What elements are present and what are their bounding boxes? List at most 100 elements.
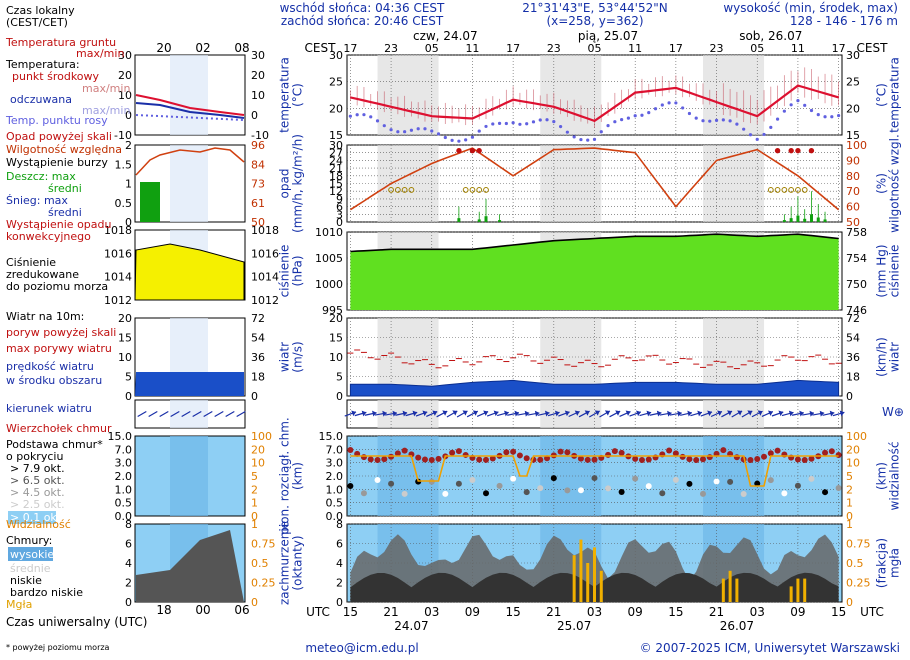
sunrise-text: wschód słońca: 04:36 CEST	[280, 1, 445, 15]
dew-point-dot	[552, 120, 556, 124]
temp-left-tick-1: 20	[329, 102, 343, 115]
cloud-top-dot	[828, 448, 835, 455]
cloud-top-dot	[347, 447, 354, 453]
cloud-base-dot	[713, 478, 720, 485]
wind-arrow	[507, 410, 520, 417]
dew-point-dot	[796, 99, 800, 103]
top-hour-4: 17	[506, 42, 520, 55]
press-right-tick-3: 758	[846, 226, 867, 239]
wind-arrow	[599, 410, 611, 418]
night-shade-cb-2	[702, 436, 765, 516]
precip-right-tick-2: 70	[846, 185, 860, 198]
temp-left-tick-2: 25	[329, 76, 343, 89]
cloud-base-dot	[455, 480, 462, 487]
dew-point-dot	[694, 116, 698, 120]
cloud-top-dot	[605, 451, 612, 458]
legend-wind-area	[135, 372, 244, 396]
night-shade-cb-1	[540, 436, 602, 516]
dew-point-dot	[450, 138, 454, 142]
legend-tick-cb-2: 1.0	[115, 483, 133, 496]
cloud-top-dot	[679, 453, 686, 460]
legend-text-19: do poziomu morza	[6, 280, 108, 293]
cloud-top-dot	[367, 456, 374, 463]
wind-arrow	[405, 410, 418, 417]
legend-text-30: > 6.5 okt.	[10, 474, 65, 487]
wind-arrow-head	[483, 410, 489, 416]
top-hour-6: 05	[588, 42, 602, 55]
wind-right-tick-0: 0	[846, 390, 853, 403]
cloud-base-dot	[360, 490, 367, 497]
legend-tick-wind-1: 5	[125, 371, 132, 384]
legend-okt5: > 0.1 okt.	[10, 511, 65, 524]
legend-tick-wind-2: 10	[118, 351, 132, 364]
wind-arrow-head	[707, 410, 713, 417]
legend-text-35: wysokie	[10, 548, 54, 561]
wind-arrow	[659, 410, 672, 417]
cc-left-tick-4: 8	[336, 518, 343, 531]
fog-bar-9	[796, 578, 800, 602]
storm-mark-12	[795, 187, 801, 193]
storm-mark-10	[781, 187, 788, 193]
fog-bar-2	[586, 563, 590, 602]
wind-arrow-head	[554, 410, 560, 417]
wind-arrow-head	[667, 410, 672, 417]
legend-text-34: Chmury:	[6, 534, 52, 547]
bottom-hour-11: 09	[790, 605, 805, 619]
cloud-base-dot	[767, 477, 774, 484]
legend-tick-press-1: 1014	[104, 271, 132, 284]
local-time-label-1: Czas lokalny	[6, 4, 75, 17]
precip-left-tick-4: 12	[329, 185, 343, 198]
legend-rtick-press-0: 1012	[251, 294, 279, 307]
wind-arrow	[802, 410, 815, 417]
axis-title-left-press: ciśnienie(hPa)	[277, 245, 304, 298]
dew-point-dot	[416, 127, 420, 131]
storm-mark-1	[394, 187, 401, 193]
wind-arrow	[374, 410, 387, 417]
legend-text-22: max porywy wiatru	[6, 342, 112, 355]
dew-point-dot	[823, 115, 827, 119]
cloud-top-dot	[360, 454, 367, 461]
top-hour-7: 11	[628, 42, 642, 55]
wind-right-tick-3: 54	[846, 332, 860, 345]
cb-left-tick-4: 3.0	[326, 457, 344, 470]
dew-point-dot	[382, 124, 386, 128]
precip-left-tick-2: 6	[336, 201, 343, 214]
cloud-base-dot	[469, 476, 476, 483]
wind-arrow-head	[646, 410, 652, 417]
legend-tick-cc-4: 8	[125, 518, 132, 531]
cloud-top-dot	[577, 455, 584, 462]
wind-arrow	[537, 410, 550, 417]
legend-rtick-cc-1: 0.25	[251, 577, 276, 590]
night-shade-dir-1	[540, 400, 602, 428]
cloud-top-dot	[754, 456, 761, 463]
wind-arrow	[527, 410, 540, 417]
dew-point-dot	[558, 124, 563, 129]
wind-arrow	[486, 410, 499, 417]
legend-rtick-temp-0: -10	[251, 129, 269, 142]
wind-arrow-head	[788, 410, 794, 417]
night-shade-wind-1	[540, 318, 602, 396]
legend-tick-temp-1: 0	[125, 109, 132, 122]
dew-point-dot	[647, 111, 651, 115]
legend-text-15: Wystąpienie opadu	[6, 218, 111, 231]
legend-rtick-temp-1: 0	[251, 109, 258, 122]
wind-arrow-head	[829, 410, 835, 417]
dew-point-dot	[464, 138, 468, 142]
wind-arrow-head	[687, 410, 692, 417]
cloud-top-dot	[733, 454, 740, 461]
legend-text-18: zredukowane	[6, 268, 79, 281]
legend-text-32: > 2.5 okt.	[10, 498, 65, 511]
wind-arrow-head	[462, 410, 468, 416]
legend-rtick-cb-2: 2	[251, 483, 258, 496]
legend-arrow-shaft	[192, 410, 202, 418]
cloud-top-dot	[720, 447, 727, 454]
storm-mark-4	[462, 187, 469, 193]
dew-point-dot	[681, 106, 685, 110]
footnote: * powyżej poziomu morza	[6, 643, 110, 652]
cloud-top-dot	[672, 450, 679, 457]
wind-arrow	[781, 410, 794, 417]
legend-tick-press-3: 1018	[104, 224, 132, 237]
cloud-top-dot	[706, 454, 713, 461]
top-hour-8: 17	[669, 42, 683, 55]
storm-mark-8	[767, 187, 774, 193]
